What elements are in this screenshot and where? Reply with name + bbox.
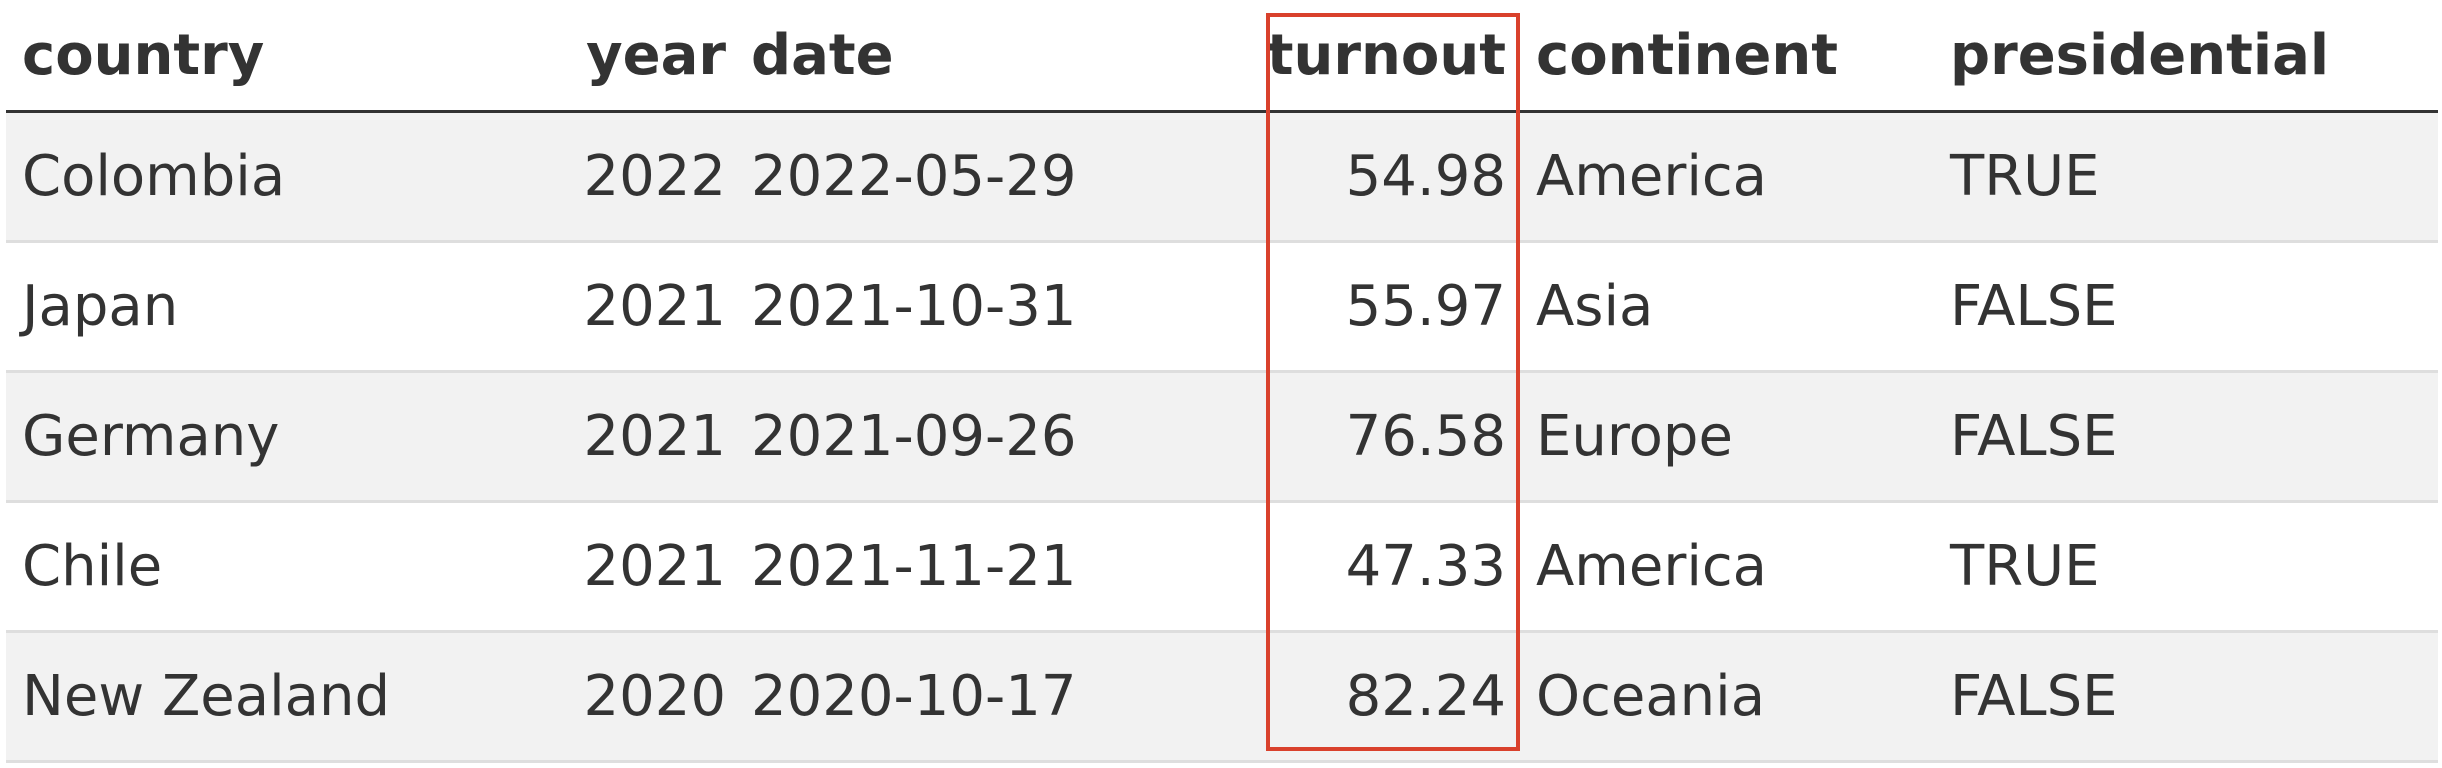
cell-year: 2021	[583, 404, 726, 469]
cell-date: 2020-10-17	[751, 664, 1077, 729]
table-row: Colombia 2022 2022-05-29 54.98 America T…	[6, 113, 2438, 243]
header-turnout: turnout	[1266, 22, 1506, 88]
table-header-row: country year date turnout continent pres…	[6, 0, 2438, 113]
cell-turnout: 47.33	[1345, 534, 1506, 599]
cell-year: 2020	[583, 664, 726, 729]
cell-date: 2022-05-29	[751, 144, 1077, 209]
cell-presidential: FALSE	[1950, 404, 2118, 469]
cell-presidential: TRUE	[1950, 534, 2100, 599]
table-row: Japan 2021 2021-10-31 55.97 Asia FALSE	[6, 243, 2438, 373]
cell-presidential: TRUE	[1950, 144, 2100, 209]
cell-date: 2021-09-26	[751, 404, 1077, 469]
cell-country: Chile	[22, 534, 163, 599]
cell-turnout: 54.98	[1345, 144, 1506, 209]
cell-year: 2021	[583, 274, 726, 339]
table-row: Chile 2021 2021-11-21 47.33 America TRUE	[6, 503, 2438, 633]
table-row: New Zealand 2020 2020-10-17 82.24 Oceani…	[6, 633, 2438, 763]
cell-continent: Europe	[1536, 404, 1733, 469]
cell-country: New Zealand	[22, 664, 390, 729]
cell-date: 2021-11-21	[751, 534, 1077, 599]
header-continent: continent	[1536, 22, 1838, 88]
cell-continent: Oceania	[1536, 664, 1766, 729]
header-date: date	[751, 22, 894, 88]
cell-turnout: 76.58	[1345, 404, 1506, 469]
cell-country: Colombia	[22, 144, 286, 209]
cell-year: 2022	[583, 144, 726, 209]
cell-date: 2021-10-31	[751, 274, 1077, 339]
table-row: Germany 2021 2021-09-26 76.58 Europe FAL…	[6, 373, 2438, 503]
cell-country: Japan	[22, 274, 179, 339]
header-presidential: presidential	[1950, 22, 2330, 88]
cell-presidential: FALSE	[1950, 274, 2118, 339]
cell-continent: America	[1536, 144, 1767, 209]
cell-continent: Asia	[1536, 274, 1654, 339]
cell-turnout: 55.97	[1345, 274, 1506, 339]
cell-presidential: FALSE	[1950, 664, 2118, 729]
cell-year: 2021	[583, 534, 726, 599]
cell-continent: America	[1536, 534, 1767, 599]
cell-turnout: 82.24	[1345, 664, 1506, 729]
header-country: country	[22, 22, 265, 88]
header-year: year	[586, 22, 726, 88]
cell-country: Germany	[22, 404, 280, 469]
